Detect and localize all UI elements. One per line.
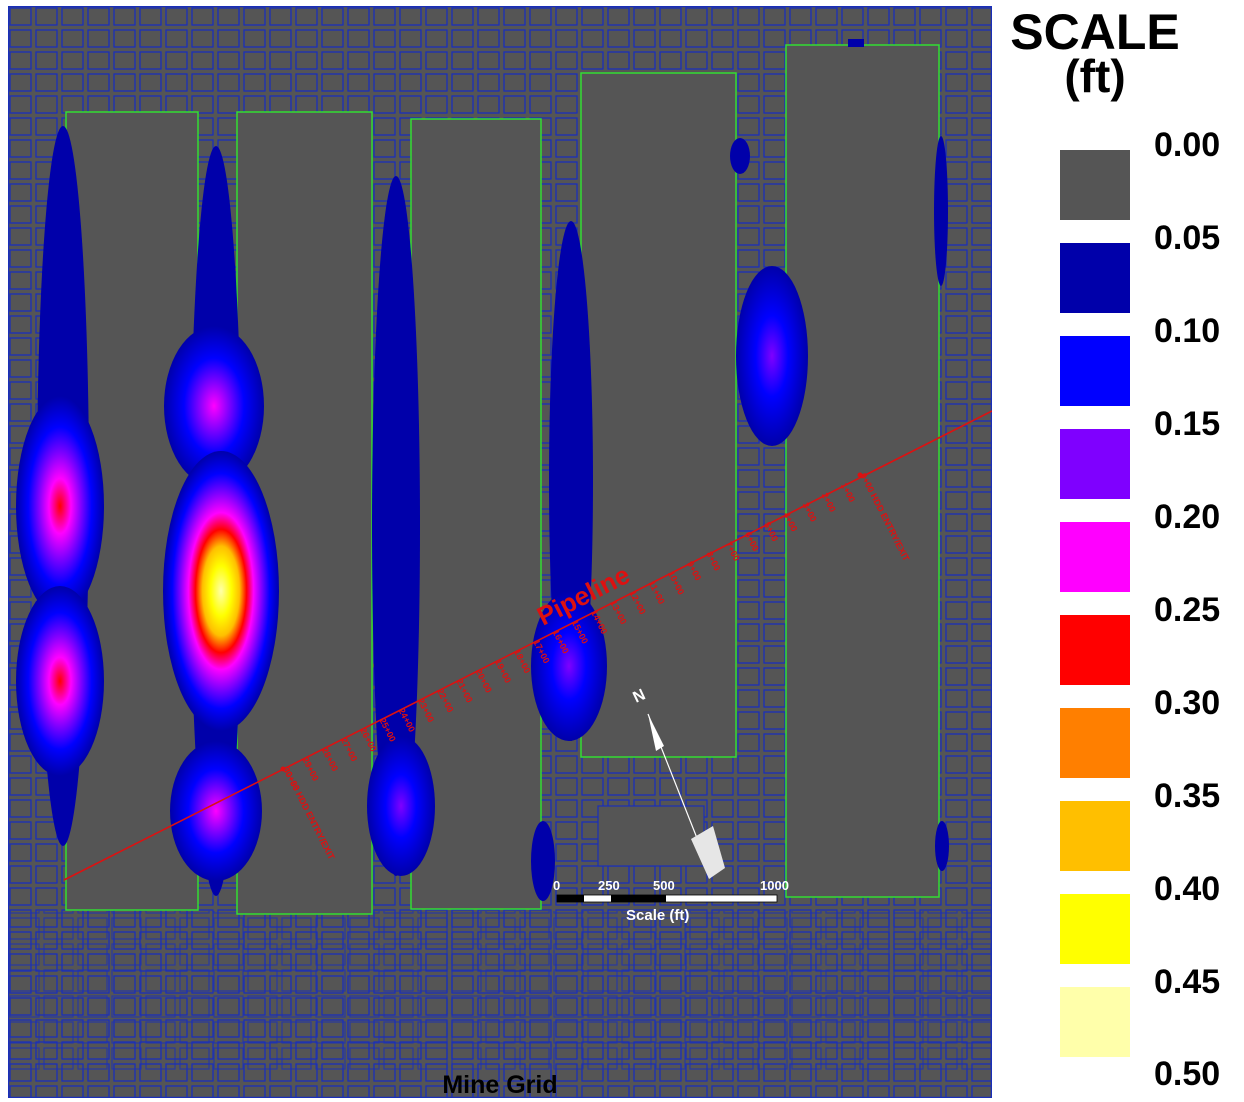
legend-swatch-0-35 [1060, 801, 1130, 871]
legend-swatch-0-05 [1060, 243, 1130, 313]
contour-chain4-lower [531, 591, 607, 741]
contour-chain4-stub [531, 821, 555, 901]
contour-chain1-bowl-a [16, 396, 104, 616]
north-arrow-head [648, 714, 664, 751]
contour-top-notch [848, 39, 864, 47]
contour-chain2-max [163, 451, 279, 731]
contour-chain5-small [730, 138, 750, 174]
contour-chain3-body [372, 176, 420, 876]
legend-swatch-0-20 [1060, 522, 1130, 592]
legend-label-0-15: 0.15 [1154, 405, 1221, 443]
pipeline-line [63, 410, 992, 881]
legend-final-label: 0.50 [1154, 1055, 1221, 1093]
legend-label-0-25: 0.25 [1154, 591, 1221, 629]
longwall-panel-4 [580, 72, 737, 758]
scale-tick-0: 0 [553, 878, 560, 893]
mine-grid-label: Mine Grid [442, 1071, 558, 1099]
contour-chain5-edge-bottom [935, 821, 949, 871]
contour-chain3-lower [367, 736, 435, 876]
contour-chain5-bowl [736, 266, 808, 446]
scale-tick-1000: 1000 [760, 878, 789, 893]
legend-title: SCALE [1010, 4, 1180, 60]
legend-swatch-0-10 [1060, 336, 1130, 406]
legend-label-0-45: 0.45 [1154, 963, 1221, 1001]
legend-swatch-0-00 [1060, 150, 1130, 220]
legend-swatch-0-15 [1060, 429, 1130, 499]
station-marker [857, 472, 863, 478]
legend-label-0-05: 0.05 [1154, 219, 1221, 257]
scale-bar: 0 250 500 1000 Scale (ft) [553, 878, 789, 924]
scale-tick-500: 500 [653, 878, 675, 893]
legend-label-0-30: 0.30 [1154, 684, 1221, 722]
legend-label-0-35: 0.35 [1154, 777, 1221, 815]
scale-tick-250: 250 [598, 878, 620, 893]
contour-chain2-upper [164, 326, 264, 486]
scale-bar-label: Scale (ft) [626, 907, 689, 924]
legend-swatch-0-40 [1060, 894, 1130, 964]
legend-label-0-20: 0.20 [1154, 498, 1221, 536]
mine-grid-lower [8, 911, 992, 1071]
legend-unit: (ft) [1064, 50, 1126, 102]
north-arrow: N [631, 686, 725, 879]
subsidence-contour-map: Pipeline 1+002+003+004+005+006+007+008+0… [8, 6, 992, 1098]
contour-chain1-bowl-b [16, 586, 104, 776]
legend-swatch-0-25 [1060, 615, 1130, 685]
north-arrow-tail [691, 826, 725, 879]
map-frame [8, 6, 992, 1098]
station-marker [280, 766, 286, 772]
legend: SCALE (ft) 0.00 0.05 0.10 0.15 0.20 0.25 0.30 0… [1000, 0, 1244, 1102]
contour-chain5-edge-top [934, 136, 948, 286]
legend-label-0-00: 0.00 [1154, 126, 1221, 164]
legend-swatch-0-45 [1060, 987, 1130, 1057]
subsidence-map: Pipeline 1+00 2+00 3+00 4+00 5+00 6+00 7+00 8+0… [8, 6, 992, 1099]
set-up-room-block [597, 805, 705, 867]
contour-chain2-lower [170, 741, 262, 881]
legend-swatch-0-30 [1060, 708, 1130, 778]
legend-label-0-40: 0.40 [1154, 870, 1221, 908]
subsidence-contours [16, 39, 949, 901]
longwall-panel-3 [410, 118, 542, 910]
legend-label-0-10: 0.10 [1154, 312, 1221, 350]
longwall-panel-5 [785, 44, 940, 898]
